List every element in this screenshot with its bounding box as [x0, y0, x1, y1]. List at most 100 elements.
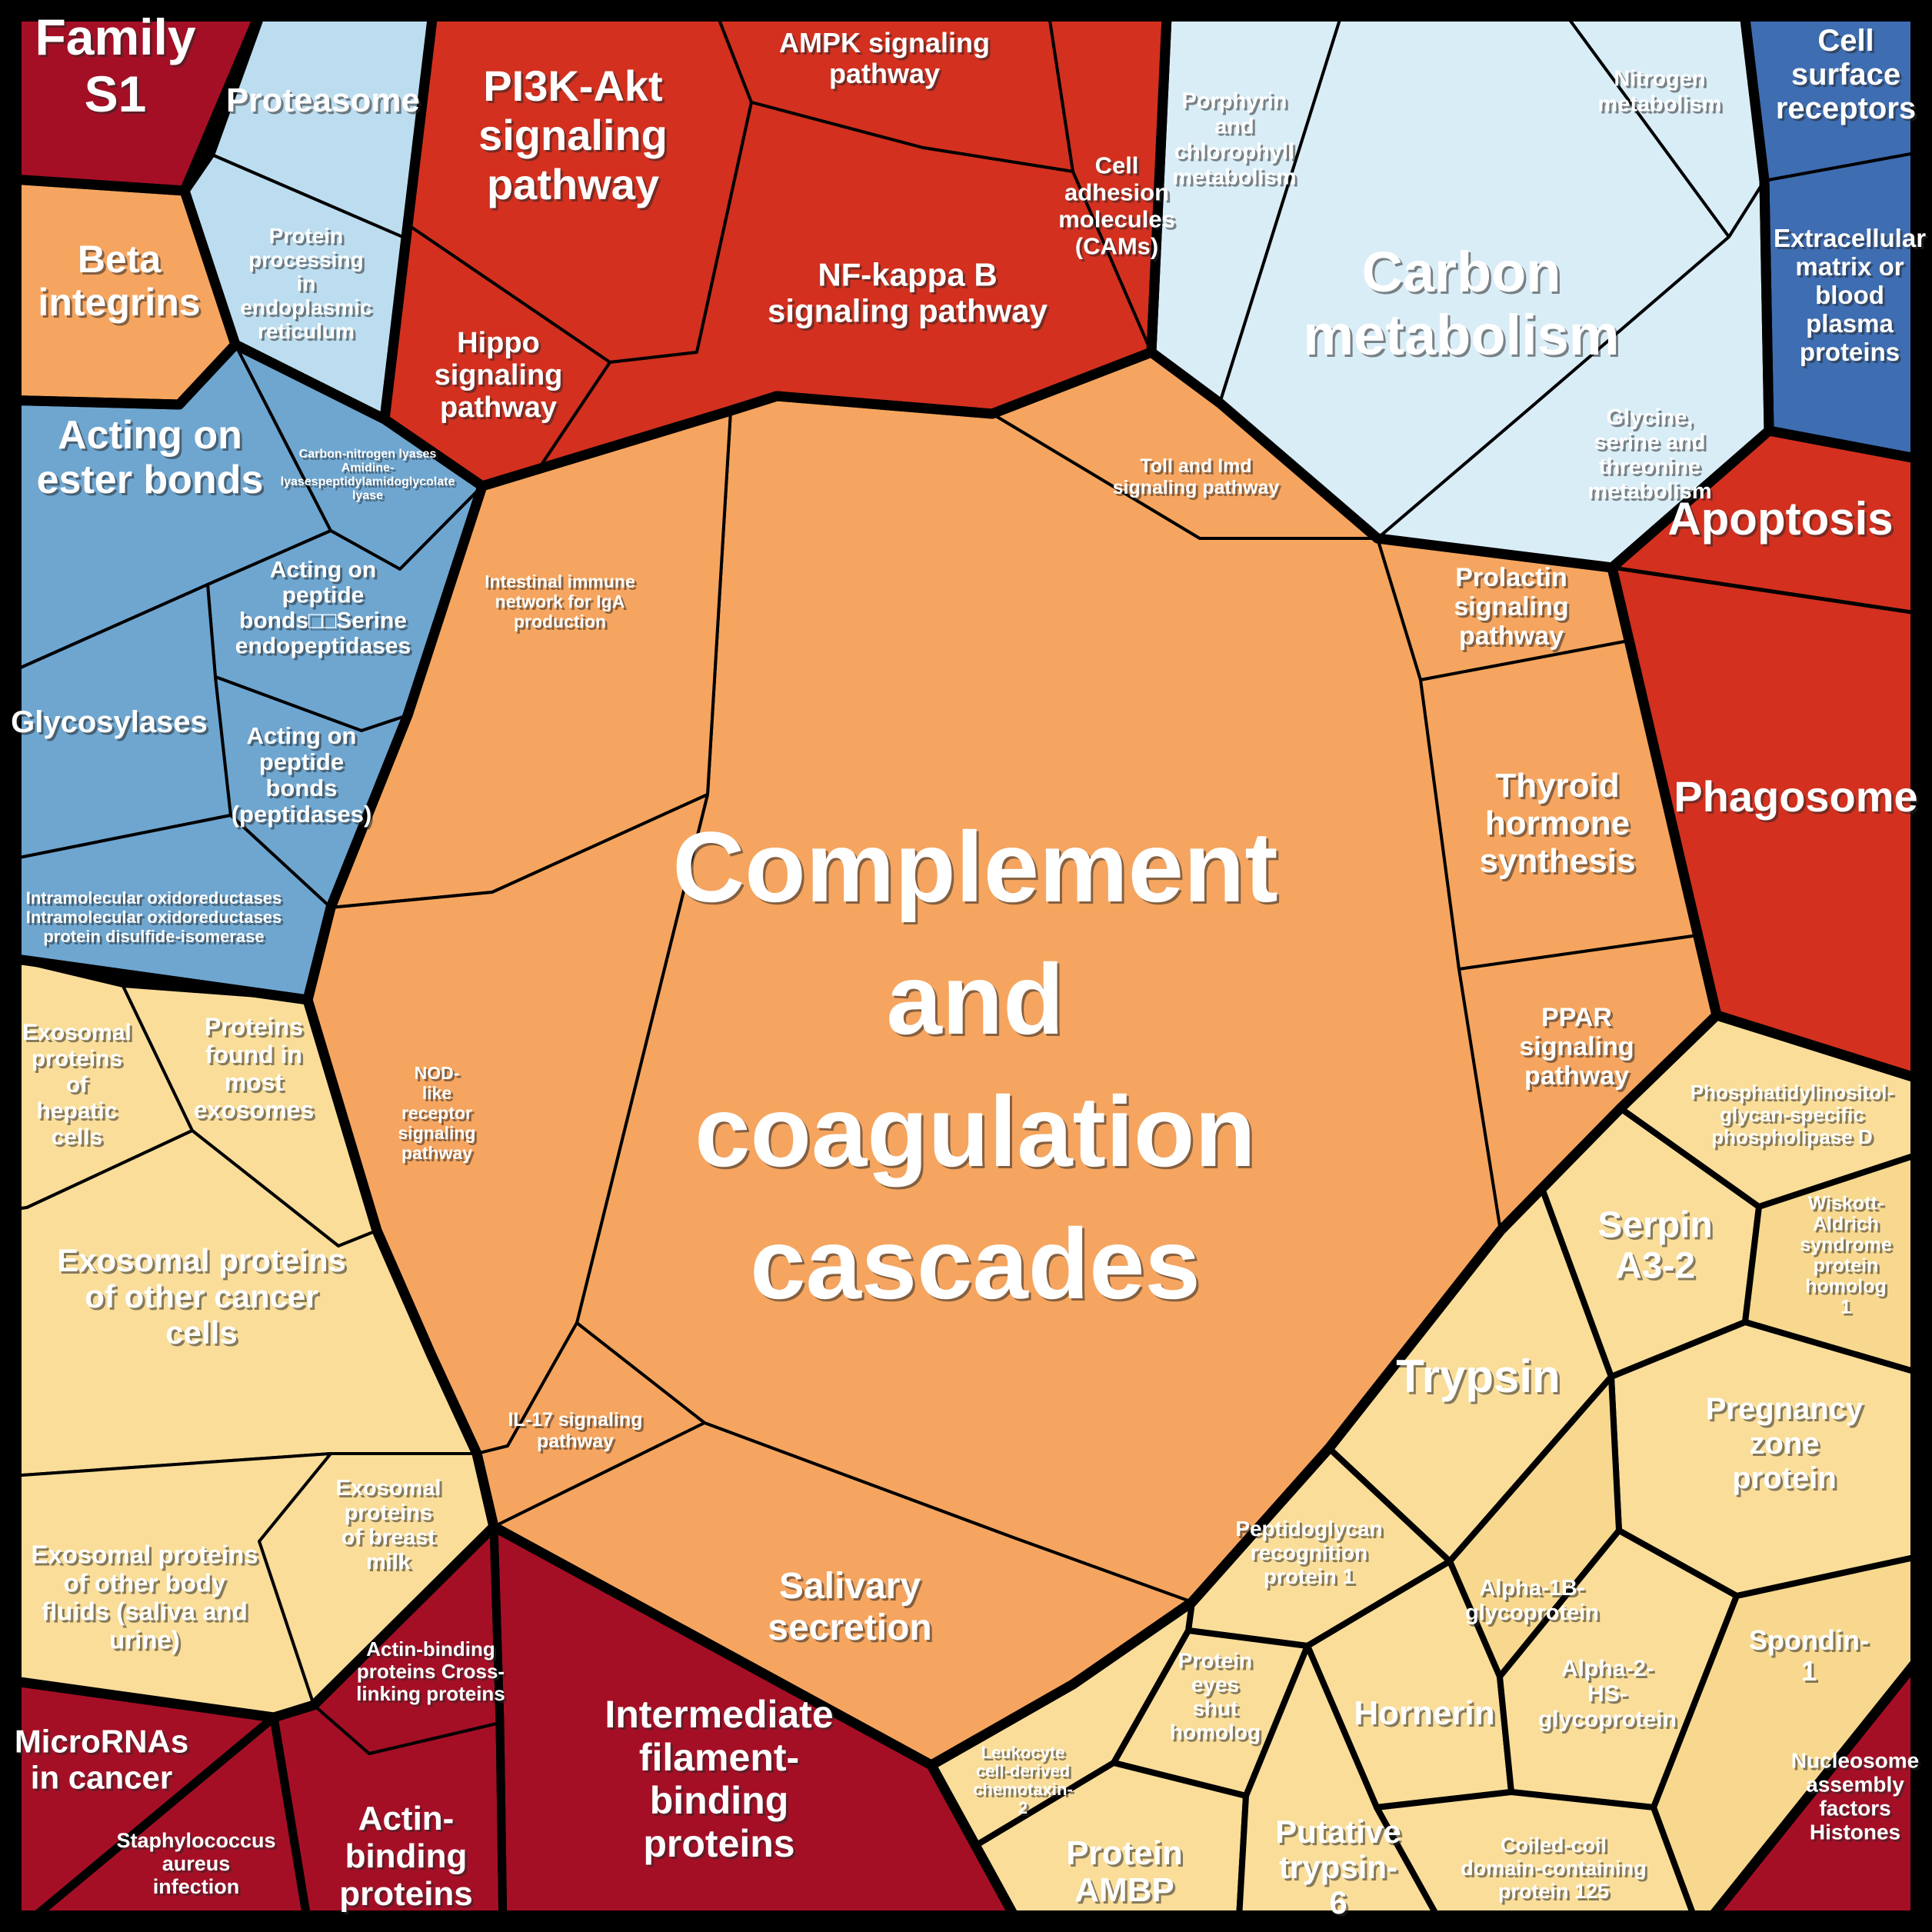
label-ampk: AMPK signaling pathway: [779, 27, 990, 89]
label-spondin-1: Spondin-1: [1749, 1624, 1869, 1687]
label-hornerin-shadow: Hornerin: [1356, 1697, 1497, 1734]
label-il17-shadow: IL-17 signaling pathway: [510, 1411, 645, 1454]
label-eyes-shut-homolog-shadow: Protein eyes shut homolog: [1172, 1651, 1263, 1747]
label-proteins-most-exosomes-shadow: Proteins found in most exosomes: [196, 1015, 317, 1126]
label-intramolecular-oxidoreductases: Intramolecular oxidoreductases Intramolec…: [26, 888, 282, 946]
label-complement-coagulation: Complement and coagulation cascades: [672, 811, 1277, 1320]
label-thyroid-hormone: Thyroid hormone synthesis: [1480, 767, 1636, 880]
label-staph-aureus: Staphylococcus aureus infection: [116, 1829, 275, 1898]
label-alpha-1b-glycoprotein: Alpha-1B-glycoprotein: [1465, 1576, 1599, 1625]
label-complement-coagulation-shadow: Complement and coagulation cascades: [675, 813, 1280, 1322]
label-cell-surface-receptors-shadow: Cell surface receptors: [1778, 26, 1918, 128]
label-actin-cross-linking-shadow: Actin-binding proteins Cross-linking prot…: [358, 1640, 508, 1707]
label-exo-breast-milk: Exosomal proteins of breast milk: [336, 1476, 441, 1574]
label-apoptosis-shadow: Apoptosis: [1670, 495, 1895, 547]
label-hippo-shadow: Hippo signaling pathway: [437, 329, 565, 426]
label-wiskott-aldrich: Wiskott-Aldrich syndrome protein homolog 1: [1800, 1193, 1892, 1318]
label-pi3k-akt-shadow: PI3K-Akt signaling pathway: [481, 64, 670, 211]
label-spondin-1-shadow: Spondin-1: [1751, 1627, 1871, 1689]
label-phospholipase-d: Phosphatidylinositol-glycan-specific phos…: [1690, 1081, 1894, 1148]
label-protein-processing-er: Protein processing in endoplasmic reticulum: [240, 224, 371, 343]
label-pregnancy-zone: Pregnancy zone protein: [1706, 1392, 1864, 1495]
label-il17: IL-17 signaling pathway: [508, 1409, 642, 1452]
label-nitrogen-metabolism: Nitrogen metabolism: [1597, 67, 1721, 117]
label-beta-integrins: Beta integrins: [38, 238, 200, 324]
label-actin-binding-shadow: Actin-binding proteins: [341, 1802, 475, 1915]
label-porphyrin: Porphyrin and chlorophyll metabolism: [1172, 89, 1296, 190]
label-serpin-a3-2: Serpin A3-2: [1597, 1205, 1712, 1287]
label-cell-surface-receptors: Cell surface receptors: [1776, 24, 1916, 125]
label-peptidoglycan-recognition: Peptidoglycan recognition protein 1: [1235, 1517, 1382, 1588]
label-actin-binding: Actin-binding proteins: [339, 1800, 473, 1913]
label-exo-other-cancer-shadow: Exosomal proteins of other cancer cells: [59, 1244, 348, 1353]
label-exo-other-cancer: Exosomal proteins of other cancer cells: [57, 1242, 346, 1351]
label-intermediate-filament: Intermediate filament-binding proteins: [605, 1693, 833, 1865]
label-toll-imd-shadow: Toll and Imd signaling pathway: [1115, 458, 1282, 501]
label-prolactin-shadow: Prolactin signaling pathway: [1456, 565, 1571, 653]
label-exo-hepatic: Exosomal proteins of hepatic cells: [22, 1020, 132, 1150]
label-ampk-shadow: AMPK signaling pathway: [781, 29, 992, 92]
g-intermediate-outline: [489, 1522, 1028, 1932]
label-nod-like: NOD-like receptor signaling pathway: [398, 1063, 476, 1163]
label-nucleosome-histones-shadow: Nucleosome assembly factors Histones: [1794, 1751, 1922, 1847]
label-leukocyte-chemotaxin-shadow: Leukocyte cell-derived chemotaxin-2: [975, 1745, 1075, 1820]
label-trypsin-shadow: Trypsin: [1398, 1353, 1562, 1404]
label-glycosylases: Glycosylases: [11, 705, 208, 739]
label-carbon-nitrogen-lyases-shadow: Carbon-nitrogen lyases Amidine-lyasespept…: [283, 450, 458, 505]
label-actin-cross-linking: Actin-binding proteins Cross-linking prot…: [356, 1637, 505, 1705]
label-phospholipase-d-shadow: Phosphatidylinositol-glycan-specific phos…: [1693, 1083, 1896, 1151]
label-eyes-shut-homolog: Protein eyes shut homolog: [1170, 1649, 1261, 1744]
label-ppar: PPAR signaling pathway: [1519, 1003, 1634, 1091]
label-alpha-2-hs-shadow: Alpha-2-HS-glycoprotein: [1541, 1658, 1679, 1734]
label-family-s1-shadow: Family S1: [37, 11, 198, 125]
label-serine-endopeptidases: Acting on peptide bonds□□Serine endopeptida…: [235, 558, 411, 659]
label-acting-ester-bonds: Acting on ester bonds: [37, 413, 264, 502]
label-beta-integrins-shadow: Beta integrins: [40, 240, 202, 326]
label-coiled-coil-125-shadow: Coiled-coil domain-containing protein 125: [1463, 1836, 1648, 1905]
g-nucleosome-outline: [1695, 1637, 1932, 1932]
label-phagosome: Phagosome: [1674, 772, 1917, 821]
label-glycosylases-shadow: Glycosylases: [13, 708, 210, 741]
label-protein-ambp-shadow: Protein AMBP: [1068, 1837, 1185, 1911]
label-exo-body-fluids: Exosomal proteins of other body fluids (sa…: [31, 1541, 258, 1654]
label-intestinal-iga: Intestinal immune network for IgA producti…: [485, 571, 635, 631]
label-wiskott-aldrich-shadow: Wiskott-Aldrich syndrome protein homolog 1: [1802, 1195, 1894, 1321]
label-prolactin: Prolactin signaling pathway: [1454, 563, 1568, 651]
label-exo-hepatic-shadow: Exosomal proteins of hepatic cells: [25, 1022, 134, 1152]
label-alpha-1b-glycoprotein-shadow: Alpha-1B-glycoprotein: [1467, 1578, 1601, 1627]
label-intermediate-filament-shadow: Intermediate filament-binding proteins: [607, 1695, 835, 1867]
cell-coiled-coil-125[interactable]: [1374, 1789, 1703, 1932]
label-glycine-serine: Glycine, serine and threonine metabolism: [1587, 405, 1711, 504]
label-salivary-secretion-shadow: Salivary secretion: [770, 1568, 934, 1651]
label-toll-imd: Toll and Imd signaling pathway: [1113, 455, 1280, 498]
label-proteasome: Proteasome: [226, 82, 420, 119]
label-acting-ester-bonds-shadow: Acting on ester bonds: [39, 415, 266, 505]
label-glycine-serine-shadow: Glycine, serine and threonine metabolism: [1590, 408, 1714, 506]
label-nucleosome-histones: Nucleosome assembly factors Histones: [1791, 1749, 1920, 1844]
label-family-s1: Family S1: [35, 8, 195, 122]
label-ecm-blood-plasma-shadow: Extracellular matrix or blood plasma protein…: [1776, 226, 1928, 368]
label-trypsin: Trypsin: [1396, 1351, 1560, 1402]
g-cream-trypsin-outline: [926, 1010, 1932, 1932]
label-carbon-metabolism-shadow: Carbon metabolism: [1305, 242, 1621, 369]
label-carbon-metabolism: Carbon metabolism: [1303, 240, 1619, 367]
label-proteasome-shadow: Proteasome: [228, 84, 422, 122]
label-serpin-a3-2-shadow: Serpin A3-2: [1600, 1208, 1714, 1289]
label-pregnancy-zone-shadow: Pregnancy zone protein: [1708, 1394, 1866, 1497]
label-micrornas-cancer: MicroRNAs in cancer: [15, 1724, 188, 1796]
label-thyroid-hormone-shadow: Thyroid hormone synthesis: [1482, 769, 1638, 882]
label-leukocyte-chemotaxin: Leukocyte cell-derived chemotaxin-2: [973, 1743, 1073, 1817]
cell-wiskott-aldrich[interactable]: [1742, 1147, 1932, 1380]
label-phagosome-shadow: Phagosome: [1676, 774, 1920, 823]
label-hippo: Hippo signaling pathway: [435, 327, 563, 424]
label-staph-aureus-shadow: Staphylococcus aureus infection: [118, 1831, 278, 1900]
label-putative-trypsin-6: Putative trypsin-6: [1275, 1814, 1401, 1920]
label-serine-endopeptidases-shadow: Acting on peptide bonds□□Serine endopeptida…: [238, 560, 413, 661]
label-nitrogen-metabolism-shadow: Nitrogen metabolism: [1600, 69, 1724, 119]
label-coiled-coil-125: Coiled-coil domain-containing protein 125: [1461, 1834, 1646, 1903]
label-peptidases-shadow: Acting on peptide bonds (peptidases): [234, 724, 375, 830]
label-porphyrin-shadow: Porphyrin and chlorophyll metabolism: [1174, 92, 1298, 192]
label-salivary-secretion: Salivary secretion: [768, 1566, 931, 1648]
